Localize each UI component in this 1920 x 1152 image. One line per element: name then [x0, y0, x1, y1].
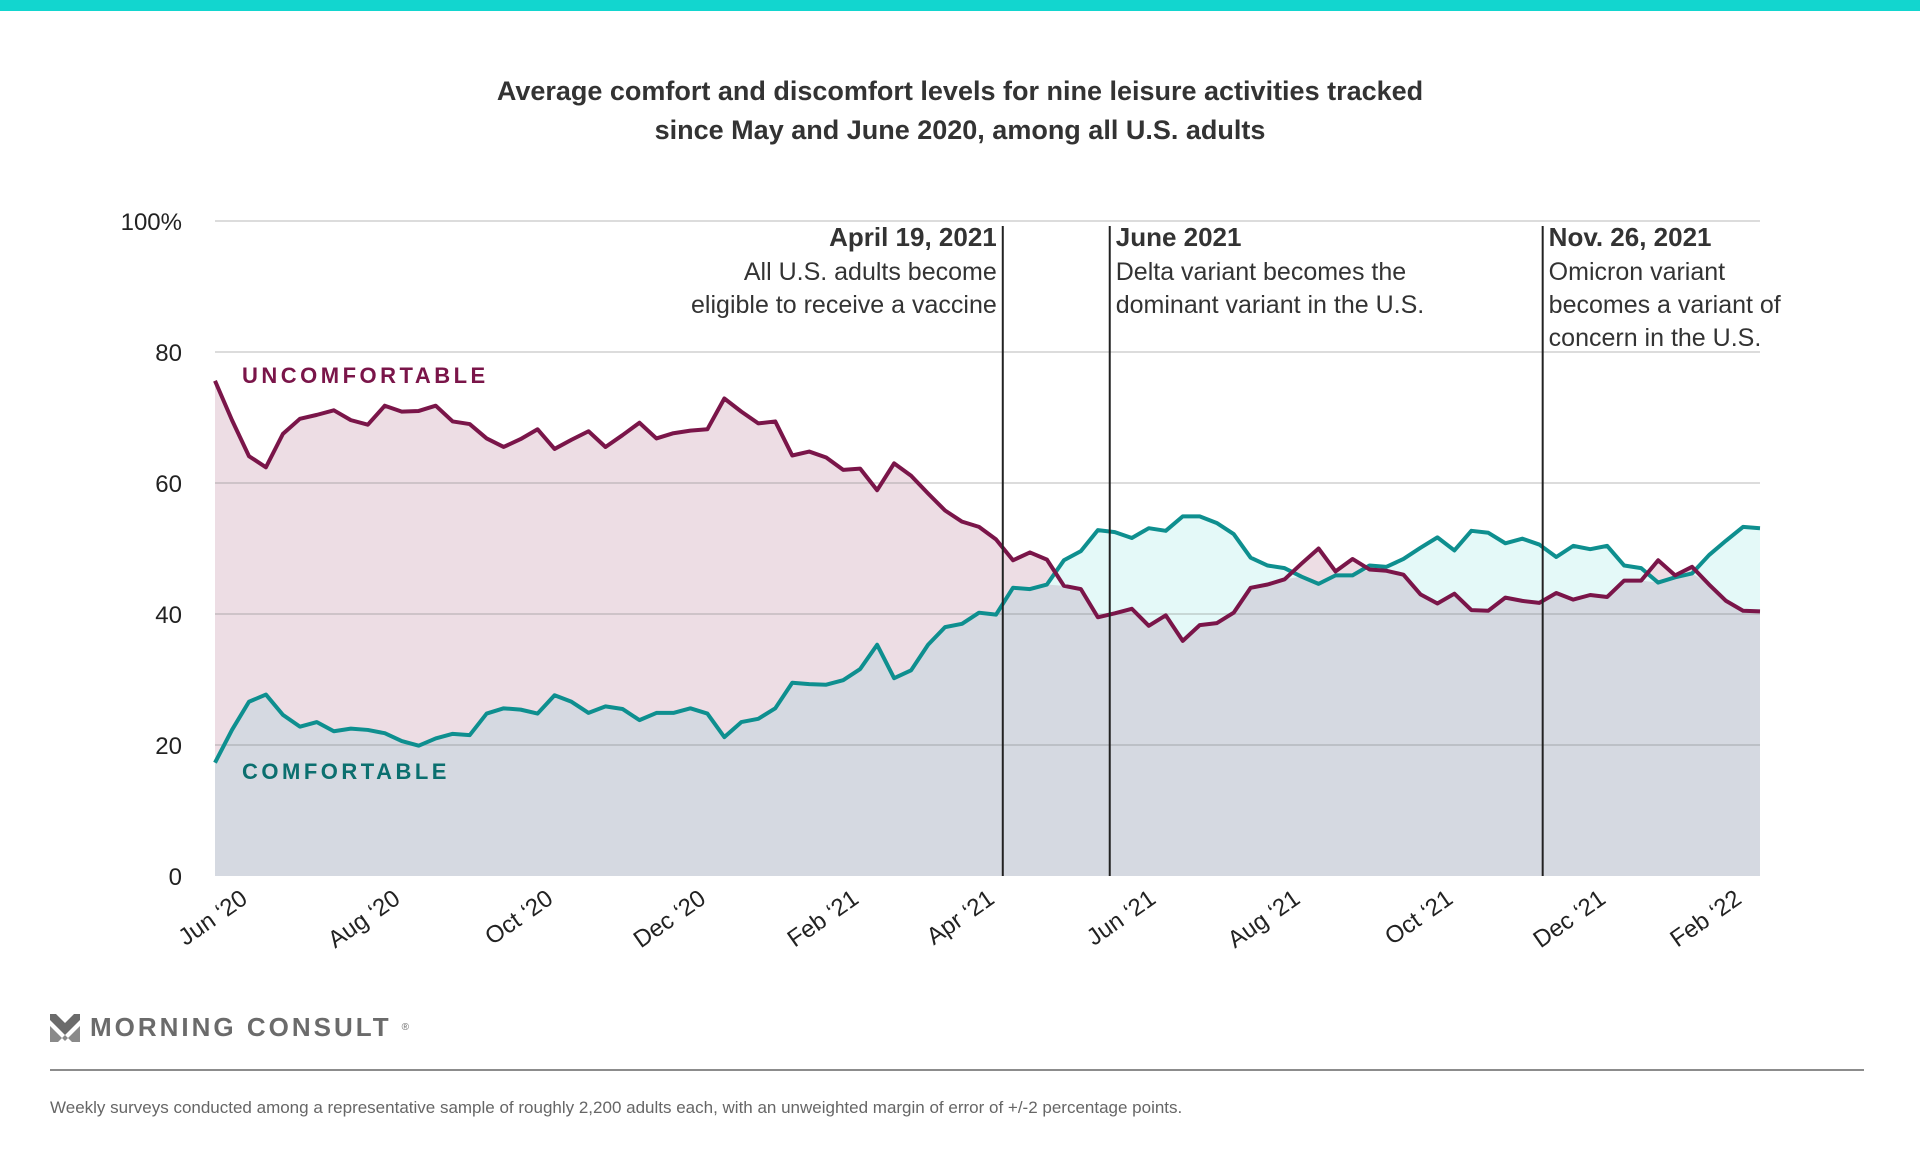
comfortable-line [213, 514, 1761, 764]
annotation-heading: April 19, 2021 [829, 222, 997, 252]
chart-area: 0 20 40 60 80 100% Jun ‘20 Aug ‘20 Oct ‘20 Dec ‘… [121, 209, 1781, 954]
morning-consult-logo-icon [50, 1013, 80, 1042]
annotation-text: concern in the U.S. [1549, 324, 1762, 352]
x-tick-label: Jun ‘21 [1082, 885, 1161, 952]
footer-divider [50, 1069, 1864, 1071]
logo-wordmark: MORNING CONSULT [90, 1012, 392, 1042]
x-tick-label: Oct ‘21 [1380, 885, 1458, 951]
annotation-heading: Nov. 26, 2021 [1549, 222, 1712, 252]
chart-title-line-2: since May and June 2020, among all U.S. … [654, 115, 1266, 145]
y-tick-label: 60 [155, 471, 182, 498]
uncomfortable-line [213, 380, 1761, 643]
overlap-area [215, 569, 1760, 876]
y-tick-label: 20 [155, 733, 182, 760]
y-tick-label: 80 [155, 340, 182, 367]
x-tick-label: Aug ‘21 [1223, 885, 1305, 954]
x-tick-label: Feb ‘22 [1665, 885, 1746, 953]
y-tick-label: 40 [155, 602, 182, 629]
annotation-text: Delta variant becomes the [1116, 258, 1406, 286]
annotation-text: dominant variant in the U.S. [1116, 291, 1425, 319]
x-tick-label: Dec ‘21 [1528, 885, 1610, 954]
chart-title: Average comfort and discomfort levels fo… [0, 72, 1920, 150]
annotation-text: eligible to receive a vaccine [691, 291, 997, 319]
accent-bar [0, 0, 1920, 11]
legend-uncomfortable: UNCOMFORTABLE [242, 363, 489, 388]
x-tick-label: Jun ‘20 [174, 885, 253, 952]
x-tick-label: Oct ‘20 [480, 885, 558, 951]
annotation-text: Omicron variant [1549, 258, 1725, 286]
legend-comfortable: COMFORTABLE [242, 759, 450, 784]
annotation-heading: June 2021 [1116, 222, 1242, 252]
morning-consult-logo: MORNING CONSULT ® [50, 1012, 409, 1043]
y-tick-label: 100% [121, 209, 182, 236]
registered-mark: ® [401, 1022, 409, 1033]
x-tick-label: Dec ‘20 [629, 885, 711, 954]
annotation-text: becomes a variant of [1549, 291, 1781, 319]
x-tick-label: Apr ‘21 [922, 885, 1000, 951]
chart-title-line-1: Average comfort and discomfort levels fo… [496, 76, 1424, 106]
footnote: Weekly surveys conducted among a represe… [50, 1098, 1183, 1117]
x-tick-label: Aug ‘20 [323, 885, 405, 954]
annotation-text: All U.S. adults become [744, 258, 997, 286]
x-tick-label: Feb ‘21 [783, 885, 864, 953]
y-tick-label: 0 [169, 864, 182, 891]
